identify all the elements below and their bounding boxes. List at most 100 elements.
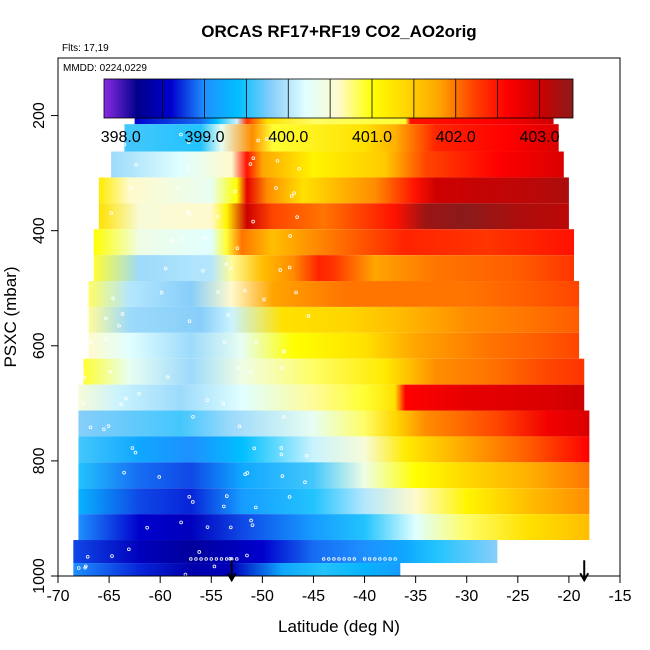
sample-point [216,290,220,294]
sample-point [262,297,266,302]
y-tick-label: 800 [31,447,48,474]
sample-point [194,557,198,561]
sample-point [221,401,226,406]
sample-point [222,340,227,344]
sample-point [235,246,240,250]
x-tick-label: -20 [557,588,580,605]
sample-point [295,215,299,219]
sample-point [197,550,201,554]
sample-point [306,314,311,318]
sample-point [170,239,175,243]
sample-point [304,453,309,458]
sample-point [76,566,81,570]
heatmap-band [78,436,590,463]
heatmap-band [124,124,559,152]
sample-point [191,500,195,504]
sample-point [189,557,193,561]
sample-point [229,266,233,271]
sample-point [226,313,231,317]
colorbar-tick-label: 402.0 [436,129,476,146]
sample-point [243,288,247,293]
x-tick-label: -70 [46,588,69,605]
heatmap-band [78,462,590,489]
y-tick-label: 400 [31,217,48,244]
sample-point [85,554,90,559]
sample-point [81,401,86,405]
sample-point [133,450,138,455]
sample-point [212,564,217,569]
x-tick-label: -55 [200,588,223,605]
sample-point [191,415,195,419]
sample-point [163,266,168,271]
x-axis: -70 -65 -60 -55 -50 -45 -40 -35 -30 -25 -20 -15 [46,576,632,605]
sample-point [82,375,87,380]
sample-point [122,470,126,475]
sample-point [127,547,131,552]
sample-point [110,554,114,558]
heatmap-band [78,488,590,515]
heatmap-band [88,306,580,333]
sample-point [204,557,208,561]
sample-point [106,424,111,428]
heatmap-band [98,177,569,204]
sample-point [275,159,280,163]
heatmap-band [88,281,580,307]
plot-frame [57,57,621,577]
sample-point [103,336,108,341]
sample-point [104,316,108,321]
sample-point [279,452,284,457]
y-tick-label: 200 [31,102,48,129]
sample-point [205,398,209,402]
sample-point [253,505,258,510]
heatmap-band [98,203,569,230]
sample-point [280,366,285,370]
sample-point [294,290,298,295]
sample-point [129,185,133,190]
sample-point [245,553,249,558]
y-axis-label: PSXC (mbar) [1,266,20,367]
sample-point [157,475,162,479]
sample-point [393,557,397,561]
sample-point [383,557,387,561]
sample-point [201,268,205,273]
sample-point [179,237,184,241]
sample-point [287,265,292,270]
colorbar-tick-label: 398.0 [101,129,141,146]
sample-point [352,557,357,561]
sample-point [145,525,149,530]
sample-point [119,402,124,406]
heatmap-band [78,514,590,541]
y-tick-label: 1000 [31,558,48,594]
heatmap-band [78,384,585,411]
sample-point [297,166,301,171]
sample-point [248,162,253,166]
sample-point [178,576,182,581]
sample-point [233,189,237,194]
sample-point [159,290,164,295]
sample-point [209,557,213,561]
sample-point [243,472,247,476]
sample-point [175,186,180,190]
sample-point [124,396,128,401]
x-tick-label: -60 [149,588,172,605]
sample-point [130,446,135,450]
sample-point [215,214,220,219]
sample-point [224,557,229,561]
sample-point [228,525,233,530]
sample-point [332,557,336,561]
heatmap-band [93,229,575,256]
sample-point [388,557,392,561]
x-tick-label: -65 [98,588,121,605]
sample-point [347,557,351,561]
heatmap-band [88,332,580,359]
colorbar-tick-label: 400.0 [268,129,308,146]
colorbar-tick-label: 399.0 [184,129,224,146]
sample-point [186,210,190,214]
sample-point [282,349,286,354]
sample-point [185,165,190,170]
sample-point [288,234,293,238]
sample-point [327,557,331,561]
sample-point [279,446,284,450]
flights-label: Flts: 17,19 [62,43,109,54]
sample-point [287,495,292,499]
